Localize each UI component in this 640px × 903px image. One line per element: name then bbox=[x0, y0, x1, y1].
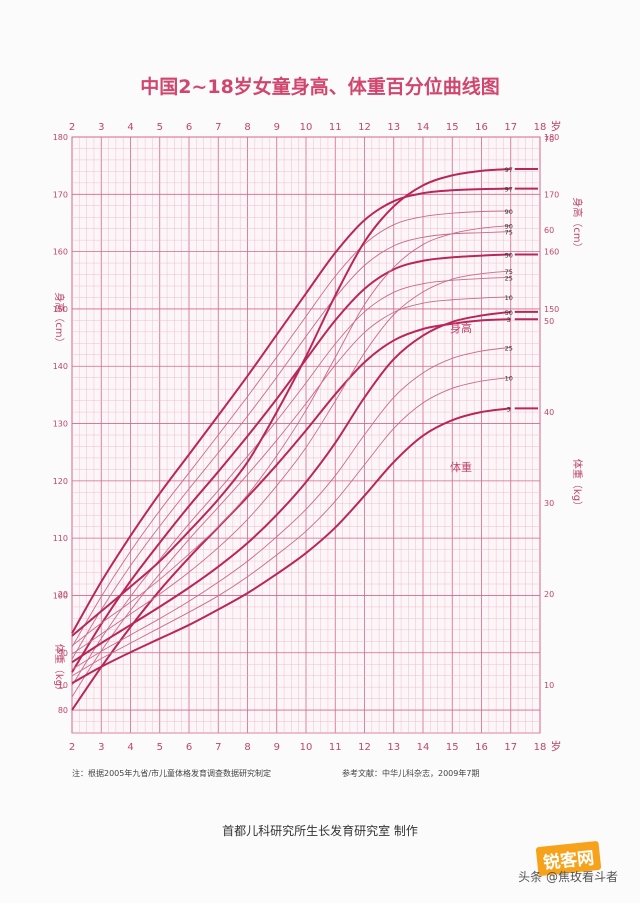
height-percentile-label-p3: 3 bbox=[507, 316, 511, 324]
height-percentile-label-p25: 25 bbox=[505, 274, 513, 282]
height-percentile-label-p50: 50 bbox=[505, 251, 513, 259]
x-tick-label-top: 5 bbox=[157, 122, 163, 133]
height-tick-left: 180 bbox=[53, 133, 68, 142]
weight-tick-right: 50 bbox=[544, 317, 554, 326]
x-tick-label-bottom: 16 bbox=[475, 742, 488, 753]
height-curve-label: 身高 bbox=[450, 321, 472, 335]
watermark-text: 头条 @焦玫看斗者 bbox=[518, 870, 618, 884]
weight-curve-p10 bbox=[71, 376, 511, 677]
x-tick-label-bottom: 4 bbox=[127, 742, 133, 753]
weight-curve-p97 bbox=[71, 168, 511, 637]
x-tick-label-bottom: 8 bbox=[244, 742, 250, 753]
weight-percentile-label-p97: 97 bbox=[505, 166, 513, 174]
x-tick-label-top: 14 bbox=[417, 122, 430, 133]
height-tick-left: 80 bbox=[58, 706, 68, 715]
height-curve-p25 bbox=[71, 276, 511, 686]
x-tick-label-top: 3 bbox=[98, 122, 104, 133]
x-tick-label-top: 12 bbox=[358, 122, 371, 133]
height-axis-title-right: 身高（cm） bbox=[571, 197, 584, 252]
x-tick-label-top: 4 bbox=[127, 122, 133, 133]
x-tick-label-bottom: 18 bbox=[534, 742, 547, 753]
x-tick-label-top: 7 bbox=[215, 122, 221, 133]
x-tick-label-top: 16 bbox=[475, 122, 488, 133]
weight-percentile-label-p90: 90 bbox=[505, 222, 513, 230]
x-tick-label-bottom: 7 bbox=[215, 742, 221, 753]
weight-tick-right: 40 bbox=[544, 408, 554, 417]
source-note: 注：根据2005年九省/市儿童体格发育调查数据研究制定 bbox=[72, 769, 272, 778]
x-tick-label-bottom: 15 bbox=[446, 742, 459, 753]
x-tick-label-top: 11 bbox=[329, 122, 342, 133]
height-curve-p90 bbox=[71, 210, 511, 648]
reference-note: 参考文献：中华儿科杂志，2009年7期 bbox=[342, 769, 480, 778]
height-tick-right: 170 bbox=[544, 190, 559, 199]
height-curve-p3 bbox=[71, 318, 511, 711]
x-tick-label-top: 6 bbox=[186, 122, 192, 133]
height-percentile-label-p75: 75 bbox=[505, 229, 513, 237]
weight-tick-right: 70 bbox=[544, 135, 554, 144]
weight-curve-p50 bbox=[71, 310, 511, 664]
x-tick-label-bottom: 6 bbox=[186, 742, 192, 753]
height-tick-right: 150 bbox=[544, 305, 559, 314]
height-curve-p50 bbox=[71, 253, 511, 673]
x-tick-label-bottom: 17 bbox=[504, 742, 517, 753]
x-unit-top: 岁 bbox=[551, 119, 562, 133]
weight-axis-title-right: 体重（kg） bbox=[571, 459, 584, 511]
x-tick-label-bottom: 2 bbox=[69, 742, 75, 753]
x-tick-label-top: 17 bbox=[504, 122, 517, 133]
height-tick-left: 160 bbox=[53, 248, 68, 257]
height-tick-right: 180 bbox=[544, 133, 559, 142]
x-tick-label-top: 15 bbox=[446, 122, 459, 133]
height-axis-title-left: 身高（cm） bbox=[53, 292, 66, 347]
x-tick-label-bottom: 9 bbox=[274, 742, 280, 753]
height-tick-left: 110 bbox=[53, 534, 68, 543]
weight-curve-p25 bbox=[71, 346, 511, 670]
height-tick-left: 120 bbox=[53, 477, 68, 486]
weight-percentile-label-p10: 10 bbox=[505, 374, 513, 382]
x-unit-bottom: 岁 bbox=[551, 739, 562, 753]
weight-percentile-label-p3: 3 bbox=[507, 405, 511, 413]
height-tick-left: 100 bbox=[53, 591, 68, 600]
x-tick-label-top: 13 bbox=[387, 122, 400, 133]
height-tick-left: 90 bbox=[58, 649, 68, 658]
x-tick-label-top: 10 bbox=[300, 122, 313, 133]
weight-percentile-label-p25: 25 bbox=[505, 344, 513, 352]
height-tick-right: 160 bbox=[544, 248, 559, 257]
maker-credit: 首都儿科研究所生长发育研究室 制作 bbox=[222, 824, 418, 838]
height-curve-p97 bbox=[71, 187, 511, 634]
weight-tick-right: 60 bbox=[544, 226, 554, 235]
weight-tick-right: 20 bbox=[544, 590, 554, 599]
x-tick-label-bottom: 14 bbox=[417, 742, 430, 753]
height-percentile-label-p90: 90 bbox=[505, 208, 513, 216]
x-tick-label-bottom: 5 bbox=[157, 742, 163, 753]
height-tick-left: 140 bbox=[53, 362, 68, 371]
x-tick-label-bottom: 3 bbox=[98, 742, 104, 753]
height-tick-left: 130 bbox=[53, 420, 68, 429]
weight-tick-left: 20 bbox=[58, 590, 68, 599]
height-tick-left: 150 bbox=[53, 305, 68, 314]
chart-title: 中国2~18岁女童身高、体重百分位曲线图 bbox=[140, 76, 500, 98]
weight-tick-right: 30 bbox=[544, 499, 554, 508]
x-tick-label-bottom: 13 bbox=[387, 742, 400, 753]
x-tick-label-bottom: 11 bbox=[329, 742, 342, 753]
height-percentile-label-p97: 97 bbox=[505, 186, 513, 194]
weight-curve-p90 bbox=[71, 225, 511, 647]
weight-tick-left: 10 bbox=[58, 681, 68, 690]
weight-tick-right: 10 bbox=[544, 681, 554, 690]
x-tick-label-top: 18 bbox=[534, 122, 547, 133]
x-tick-label-top: 9 bbox=[274, 122, 280, 133]
height-tick-left: 170 bbox=[53, 190, 68, 199]
weight-axis-title-left: 体重（kg） bbox=[53, 644, 66, 696]
weight-curve-p75 bbox=[71, 270, 511, 655]
x-tick-label-bottom: 10 bbox=[300, 742, 313, 753]
x-tick-label-bottom: 12 bbox=[358, 742, 371, 753]
weight-percentile-label-p75: 75 bbox=[505, 268, 513, 276]
weight-curve-p3 bbox=[71, 407, 511, 685]
height-percentile-label-p10: 10 bbox=[505, 294, 513, 302]
height-curve-p75 bbox=[71, 231, 511, 660]
weight-curve-label: 体重 bbox=[450, 460, 472, 474]
x-tick-label-top: 8 bbox=[244, 122, 250, 133]
x-tick-label-top: 2 bbox=[69, 122, 75, 133]
weight-percentile-label-p50: 50 bbox=[505, 309, 513, 317]
